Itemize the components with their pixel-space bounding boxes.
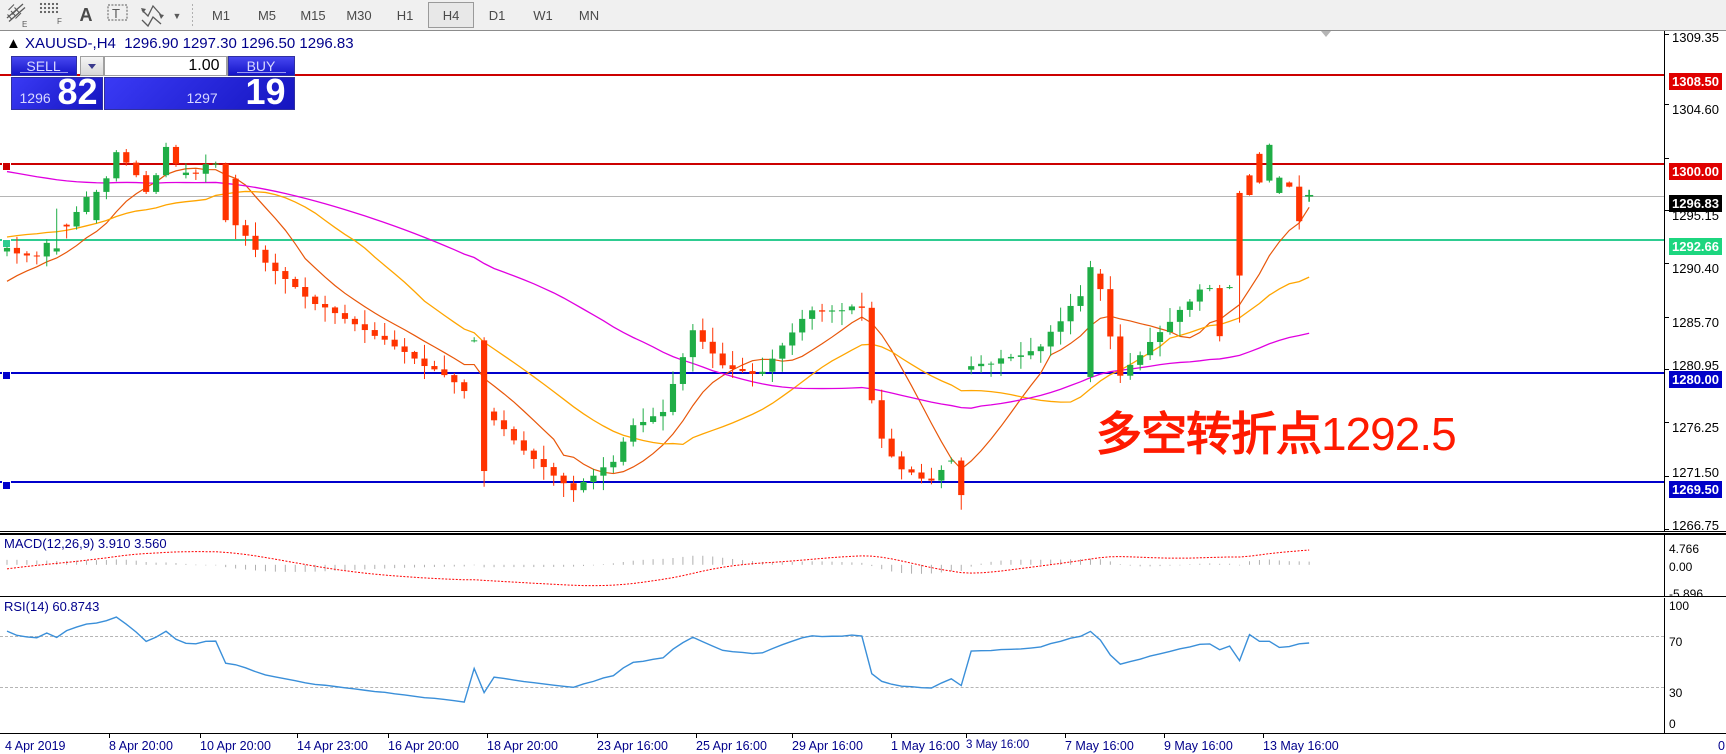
svg-text:T: T: [112, 6, 120, 21]
svg-text:E: E: [22, 20, 27, 28]
svg-text:F: F: [57, 17, 62, 26]
